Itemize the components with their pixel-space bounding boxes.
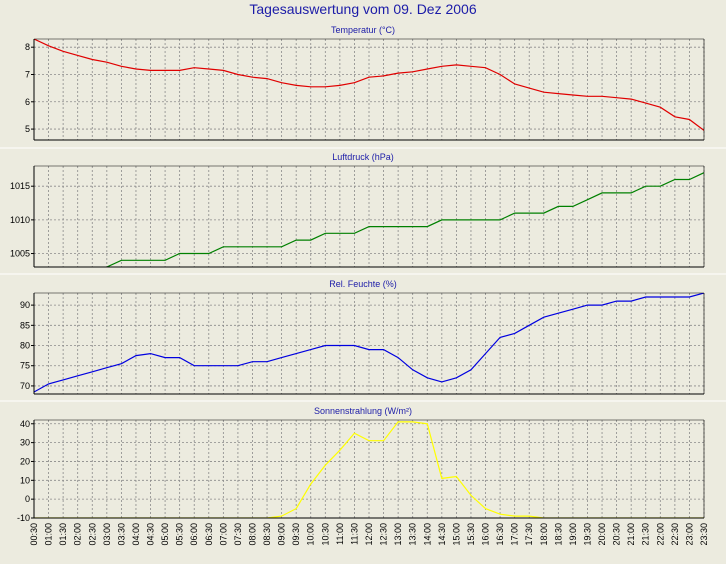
y-tick-label: 30 — [20, 438, 30, 448]
x-tick-label: 15:30 — [466, 523, 476, 546]
x-tick-label: 03:00 — [102, 523, 112, 546]
chart-main-title: Tagesauswertung vom 09. Dez 2006 — [249, 1, 477, 17]
x-tick-label: 07:30 — [233, 523, 243, 546]
panel-title-3: Sonnenstrahlung (W/m²) — [314, 406, 412, 416]
x-tick-label: 22:30 — [670, 523, 680, 546]
y-tick-label: 10 — [20, 475, 30, 485]
x-tick-label: 16:00 — [481, 523, 491, 546]
panel-title-1: Luftdruck (hPa) — [332, 152, 394, 162]
x-tick-label: 08:00 — [248, 523, 258, 546]
x-tick-label: 23:30 — [699, 523, 709, 546]
x-tick-label: 20:30 — [612, 523, 622, 546]
y-tick-label: 7 — [25, 69, 30, 79]
x-tick-label: 02:30 — [87, 523, 97, 546]
x-tick-label: 15:00 — [451, 523, 461, 546]
x-tick-label: 05:00 — [160, 523, 170, 546]
x-tick-label: 04:30 — [146, 523, 156, 546]
x-tick-label: 21:00 — [626, 523, 636, 546]
x-tick-label: 06:00 — [189, 523, 199, 546]
y-tick-label: 5 — [25, 124, 30, 134]
y-tick-label: 1015 — [10, 181, 30, 191]
y-tick-label: 80 — [20, 341, 30, 351]
x-tick-label: 01:00 — [44, 523, 54, 546]
panel-title-0: Temperatur (°C) — [331, 25, 395, 35]
y-tick-label: 75 — [20, 361, 30, 371]
x-tick-label: 02:00 — [73, 523, 83, 546]
y-tick-label: 0 — [25, 494, 30, 504]
x-tick-label: 06:30 — [204, 523, 214, 546]
y-tick-label: 6 — [25, 97, 30, 107]
y-tick-label: 1005 — [10, 249, 30, 259]
series-line-0 — [34, 39, 704, 131]
x-tick-label: 09:00 — [277, 523, 287, 546]
x-tick-label: 22:00 — [655, 523, 665, 546]
x-tick-label: 07:00 — [218, 523, 228, 546]
x-tick-label: 23:00 — [684, 523, 694, 546]
x-tick-label: 18:00 — [539, 523, 549, 546]
x-tick-label: 05:30 — [175, 523, 185, 546]
x-tick-label: 08:30 — [262, 523, 272, 546]
series-line-1 — [105, 172, 704, 267]
x-tick-label: 12:30 — [379, 523, 389, 546]
y-tick-label: 8 — [25, 42, 30, 52]
x-tick-label: 16:30 — [495, 523, 505, 546]
x-tick-label: 21:30 — [641, 523, 651, 546]
series-line-2 — [34, 293, 704, 393]
x-tick-label: 04:00 — [131, 523, 141, 546]
y-tick-label: 90 — [20, 300, 30, 310]
x-tick-label: 01:30 — [58, 523, 68, 546]
panel-title-2: Rel. Feuchte (%) — [329, 279, 397, 289]
x-tick-label: 18:30 — [553, 523, 563, 546]
x-tick-label: 17:00 — [510, 523, 520, 546]
y-tick-label: 40 — [20, 419, 30, 429]
x-tick-label: 19:00 — [568, 523, 578, 546]
x-tick-label: 10:30 — [320, 523, 330, 546]
x-tick-label: 10:00 — [306, 523, 316, 546]
y-tick-label: 1010 — [10, 215, 30, 225]
x-tick-label: 12:00 — [364, 523, 374, 546]
x-tick-label: 13:30 — [408, 523, 418, 546]
x-tick-label: 09:30 — [291, 523, 301, 546]
y-tick-label: 20 — [20, 456, 30, 466]
x-tick-label: 14:00 — [422, 523, 432, 546]
y-tick-label: 85 — [20, 320, 30, 330]
x-tick-label: 13:00 — [393, 523, 403, 546]
x-tick-label: 03:30 — [116, 523, 126, 546]
series-line-3 — [34, 421, 704, 518]
x-tick-label: 11:00 — [335, 523, 345, 545]
x-tick-label: 20:00 — [597, 523, 607, 546]
x-tick-label: 11:30 — [349, 523, 359, 545]
x-tick-label: 19:30 — [583, 523, 593, 546]
y-tick-label: -10 — [17, 513, 30, 523]
x-tick-label: 00:30 — [29, 523, 39, 546]
x-tick-label: 17:30 — [524, 523, 534, 546]
x-tick-label: 14:30 — [437, 523, 447, 546]
y-tick-label: 70 — [20, 381, 30, 391]
